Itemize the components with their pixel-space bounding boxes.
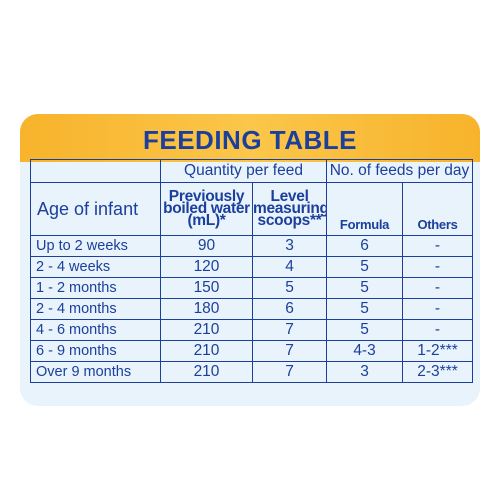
group-header-row: Quantity per feed No. of feeds per day xyxy=(30,159,474,183)
feeding-table-card: FEEDING TABLE Quantity per feed No. of f… xyxy=(20,114,480,406)
table-row: 6 - 9 months 210 7 4-3 1-2*** xyxy=(30,340,474,362)
others-cell: - xyxy=(402,256,474,278)
age-cell: 2 - 4 months xyxy=(30,298,161,320)
others-cell: - xyxy=(402,319,474,341)
formula-cell: 3 xyxy=(326,361,404,383)
title-banner xyxy=(20,114,480,162)
others-cell: - xyxy=(402,277,474,299)
feeds-group-header: No. of feeds per day xyxy=(326,159,474,183)
water-cell: 150 xyxy=(160,277,253,299)
others-cell: - xyxy=(402,298,474,320)
scoops-cell: 4 xyxy=(251,256,328,278)
formula-cell: 5 xyxy=(326,298,404,320)
formula-cell: 5 xyxy=(326,277,404,299)
formula-cell: 5 xyxy=(326,256,404,278)
age-column-header: Age of infant xyxy=(30,182,161,236)
age-cell: 6 - 9 months xyxy=(30,340,161,362)
scoops-column-header: Level measuring scoops** xyxy=(251,182,328,236)
table-row: 1 - 2 months 150 5 5 - xyxy=(30,277,474,299)
water-cell: 180 xyxy=(160,298,253,320)
age-cell: 1 - 2 months xyxy=(30,277,161,299)
table-row: 2 - 4 months 180 6 5 - xyxy=(30,298,474,320)
quantity-group-header: Quantity per feed xyxy=(159,159,328,183)
scoops-cell: 5 xyxy=(251,277,328,299)
age-cell: 4 - 6 months xyxy=(30,319,161,341)
age-cell: Up to 2 weeks xyxy=(30,235,161,257)
table-row: 2 - 4 weeks 120 4 5 - xyxy=(30,256,474,278)
scoops-cell: 6 xyxy=(251,298,328,320)
formula-cell: 6 xyxy=(326,235,404,257)
table-row: Over 9 months 210 7 3 2-3*** xyxy=(30,361,474,383)
feeding-table: Quantity per feed No. of feeds per day A… xyxy=(30,159,474,383)
water-cell: 210 xyxy=(160,319,253,341)
age-cell: Over 9 months xyxy=(30,361,161,383)
formula-cell: 5 xyxy=(326,319,404,341)
table-row: 4 - 6 months 210 7 5 - xyxy=(30,319,474,341)
column-header-row: Age of infant Previously boiled water (m… xyxy=(30,182,474,236)
others-column-header: Others xyxy=(402,182,474,236)
water-cell: 120 xyxy=(160,256,253,278)
scoops-cell: 7 xyxy=(251,361,328,383)
others-cell: - xyxy=(402,235,474,257)
water-column-header: Previously boiled water (mL)* xyxy=(160,182,253,236)
table-title: FEEDING TABLE xyxy=(142,125,358,155)
scoops-cell: 7 xyxy=(251,319,328,341)
others-cell: 2-3*** xyxy=(402,361,474,383)
scoops-cell: 3 xyxy=(251,235,328,257)
formula-column-header: Formula xyxy=(326,182,404,236)
water-cell: 210 xyxy=(160,361,253,383)
blank-corner-cell xyxy=(30,159,161,183)
water-cell: 90 xyxy=(160,235,253,257)
scoops-cell: 7 xyxy=(251,340,328,362)
water-cell: 210 xyxy=(160,340,253,362)
others-cell: 1-2*** xyxy=(402,340,474,362)
age-cell: 2 - 4 weeks xyxy=(30,256,161,278)
table-row: Up to 2 weeks 90 3 6 - xyxy=(30,235,474,257)
formula-cell: 4-3 xyxy=(326,340,404,362)
